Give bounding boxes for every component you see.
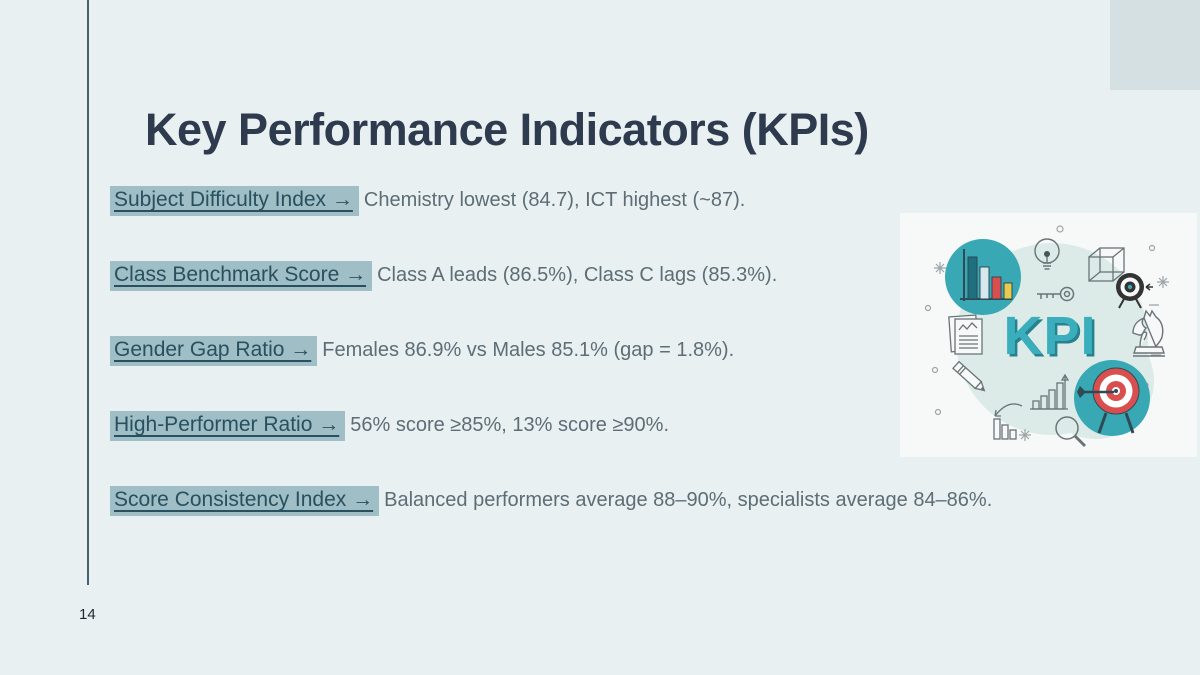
bullet-label-score-consistency: Score Consistency Index → — [110, 486, 380, 516]
corner-decoration — [1110, 0, 1200, 90]
bullet-label-subject-difficulty: Subject Difficulty Index → — [110, 186, 359, 216]
bullet-label-gender-gap: Gender Gap Ratio → — [110, 336, 318, 366]
bullet-text: Class A leads (86.5%), Class C lags (85.… — [377, 264, 778, 286]
report-document-icon — [948, 314, 983, 355]
bullet-text: Balanced performers average 88–90%, spec… — [384, 489, 993, 511]
declining-bars-arrow-icon — [993, 403, 1023, 440]
bullet-row: High-Performer Ratio → 56% score ≥85%, 13… — [110, 411, 669, 441]
key-icon — [1037, 286, 1075, 302]
bar-chart-icon — [945, 239, 1021, 315]
pencil-icon — [952, 360, 986, 392]
asterisk-icon — [934, 262, 1169, 441]
page-title: Key Performance Indicators (KPIs) — [145, 104, 869, 156]
svg-text:KPI: KPI — [1006, 309, 1099, 369]
bullet-text: Females 86.9% vs Males 85.1% (gap = 1.8%… — [322, 339, 735, 361]
bullet-label-high-performer: High-Performer Ratio → — [110, 411, 346, 441]
magnifier-icon — [1055, 416, 1087, 448]
bullet-text: 56% score ≥85%, 13% score ≥90%. — [350, 414, 670, 436]
page-number: 14 — [79, 606, 96, 623]
cube-icon — [1088, 247, 1125, 282]
bullet-row: Gender Gap Ratio → Females 86.9% vs Males… — [110, 336, 734, 366]
kpi-text: KPI KPI — [1003, 306, 1099, 369]
bullet-row: Subject Difficulty Index → Chemistry lowe… — [110, 186, 745, 216]
bullet-row: Class Benchmark Score → Class A leads (86… — [110, 261, 777, 291]
target-dart-icon — [1074, 360, 1150, 436]
chess-knight-icon — [1132, 309, 1165, 357]
dark-target-icon — [1116, 273, 1153, 309]
left-divider-line — [87, 0, 89, 585]
bullet-label-class-benchmark: Class Benchmark Score → — [110, 261, 373, 291]
lightbulb-icon — [1034, 238, 1060, 270]
svg-text:KPI: KPI — [1003, 306, 1096, 366]
bullet-text: Chemistry lowest (84.7), ICT highest (~8… — [363, 189, 746, 211]
growth-bars-icon — [1030, 373, 1070, 410]
bullet-row: Score Consistency Index → Balanced perfor… — [110, 486, 992, 516]
kpi-illustration: KPI KPI — [900, 213, 1197, 457]
